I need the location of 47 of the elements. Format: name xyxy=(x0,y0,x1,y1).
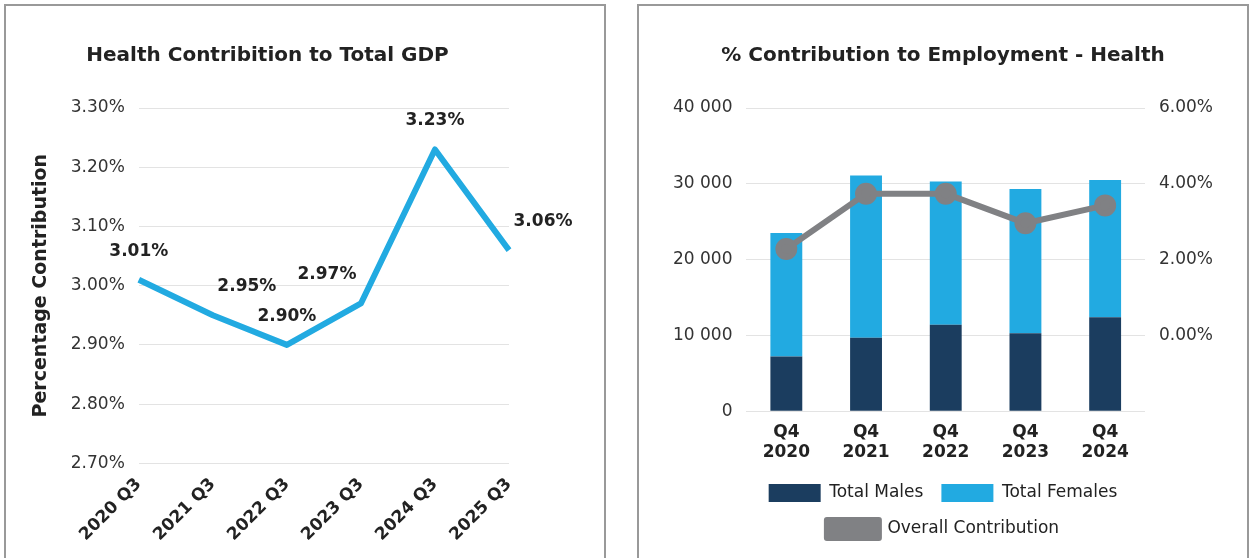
y-tick-label: 2.90% xyxy=(70,333,125,354)
y-tick-label: 3.10% xyxy=(70,214,125,235)
x-tick-label: Q4 2023 xyxy=(1001,420,1050,462)
bar xyxy=(850,175,882,338)
bar xyxy=(770,356,803,411)
bar xyxy=(850,337,882,411)
legend-label: Total Females xyxy=(1000,481,1118,502)
x-tick-label: Q4 2020 xyxy=(762,420,811,462)
bar xyxy=(929,181,962,325)
bar xyxy=(1009,189,1042,334)
point xyxy=(934,182,957,205)
x-tick-label: Q4 2022 xyxy=(922,420,970,462)
y2-tick-label: 4.00% xyxy=(1159,172,1214,193)
x-tick-label: Q4 2024 xyxy=(1081,420,1129,462)
chart-title: Health Contribition to Total GDP xyxy=(86,42,449,67)
point xyxy=(855,182,878,205)
y-tick-label: 2.80% xyxy=(70,392,125,413)
data-label: 2.97% xyxy=(297,263,357,284)
bar xyxy=(1089,180,1122,318)
legend-label: Total Males xyxy=(828,481,924,502)
bar xyxy=(1009,333,1042,411)
y-tick-label: 20 000 xyxy=(673,248,733,269)
data-label: 2.95% xyxy=(217,275,277,296)
bar xyxy=(1089,317,1122,411)
y-axis-title: Percentage Contribution xyxy=(28,153,51,418)
y-tick-label: 0 xyxy=(721,399,733,420)
bar xyxy=(929,324,962,411)
y-tick-label: 10 000 xyxy=(673,323,733,344)
y-tick-label: 3.00% xyxy=(70,274,125,295)
point xyxy=(775,237,798,260)
y2-tick-label: 0.00% xyxy=(1159,323,1214,344)
y-tick-label: 3.20% xyxy=(70,155,125,176)
y-tick-label: 3.30% xyxy=(70,96,125,117)
point xyxy=(1014,212,1037,235)
x-tick-label: Q4 2021 xyxy=(842,420,890,462)
y-tick-label: 30 000 xyxy=(673,172,733,193)
y-tick-label: 40 000 xyxy=(673,96,733,117)
y-tick-label: 2.70% xyxy=(70,451,125,472)
data-label: 2.90% xyxy=(257,304,317,325)
point xyxy=(1094,194,1117,217)
y2-tick-label: 6.00% xyxy=(1159,96,1214,117)
data-label: 3.06% xyxy=(513,210,573,231)
data-label: 3.01% xyxy=(109,239,169,260)
y2-tick-label: 2.00% xyxy=(1159,248,1214,269)
legend-label: Overall Contribution xyxy=(887,517,1060,538)
chart-title: % Contribution to Employment - Health xyxy=(721,42,1165,67)
data-label: 3.23% xyxy=(405,109,465,130)
